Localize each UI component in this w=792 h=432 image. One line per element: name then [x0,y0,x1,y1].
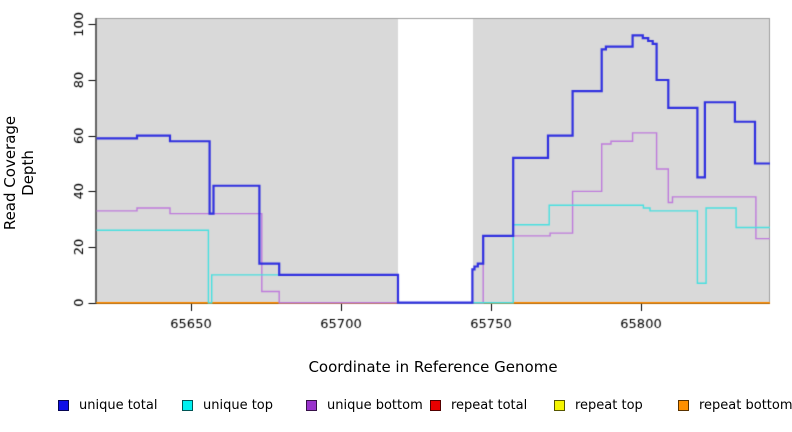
legend-label: unique top [203,398,274,413]
legend-item-repeat-total: repeat total [430,398,527,413]
y-axis-label: Read Coverage Depth [1,115,37,231]
legend-label: repeat bottom [699,398,792,413]
legend-item-unique-bottom: unique bottom [306,398,423,413]
legend-label: repeat total [451,398,528,413]
legend: unique total unique top unique bottom repea… [0,396,792,420]
coverage-plot-canvas [0,0,792,345]
legend-label: unique total [79,398,158,413]
legend-item-unique-total: unique total [58,398,157,413]
legend-item-unique-top: unique top [182,398,273,413]
legend-swatch-icon [554,400,565,411]
legend-swatch-icon [306,400,317,411]
legend-swatch-icon [430,400,441,411]
legend-item-repeat-top: repeat top [554,398,643,413]
legend-swatch-icon [182,400,193,411]
x-axis-label: Coordinate in Reference Genome [308,358,558,376]
legend-swatch-icon [678,400,689,411]
legend-swatch-icon [58,400,69,411]
legend-label: repeat top [575,398,643,413]
legend-item-repeat-bottom: repeat bottom [678,398,792,413]
legend-label: unique bottom [327,398,423,413]
